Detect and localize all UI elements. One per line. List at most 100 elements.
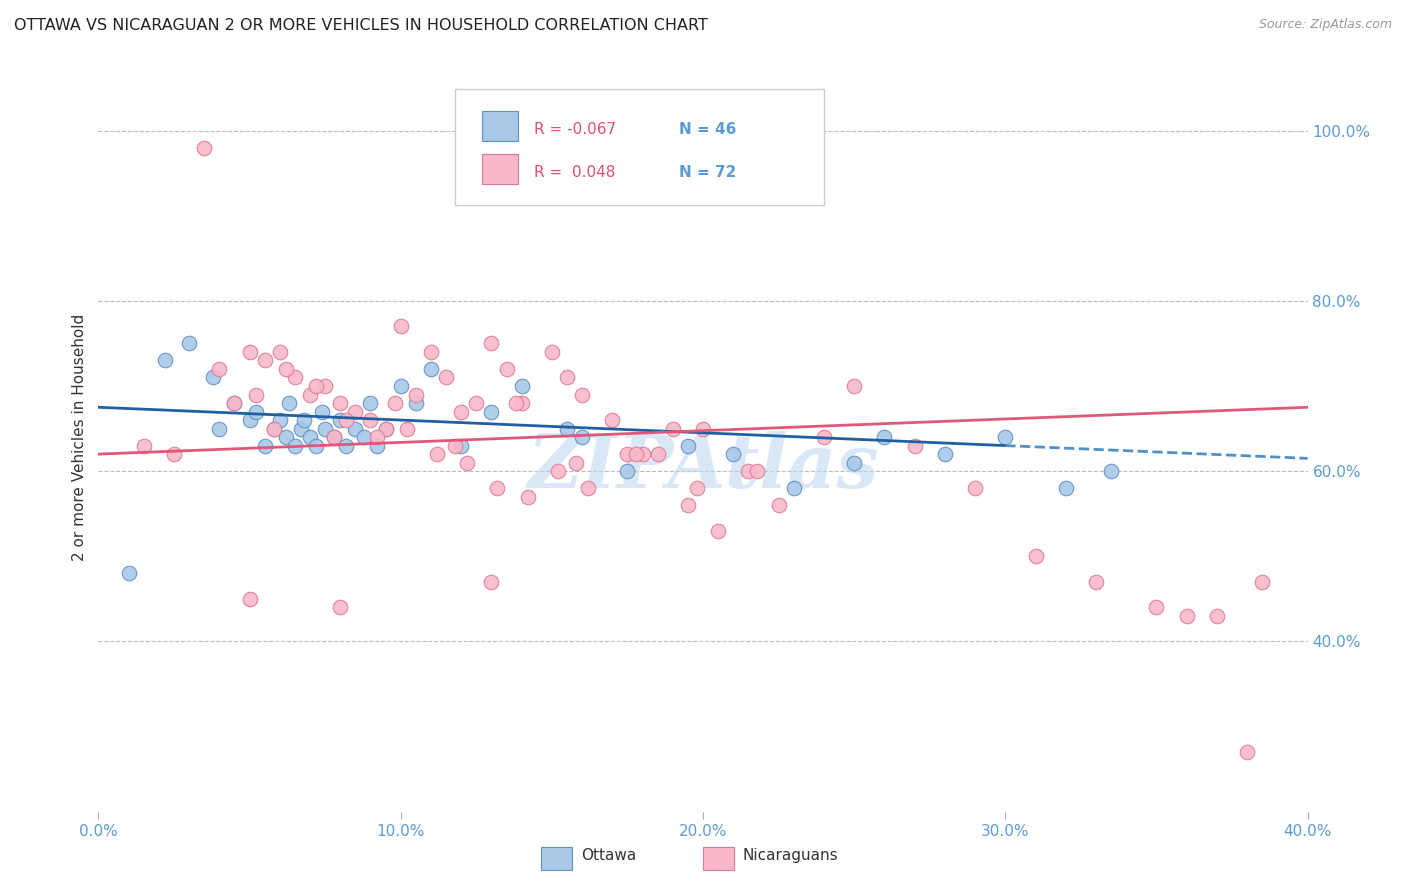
Point [360,396,382,410]
Point [495,362,517,376]
Point [686,481,709,495]
Point [253,353,276,368]
Point [1146,600,1168,615]
Point [405,396,427,410]
Point [329,413,352,427]
Point [1024,549,1046,564]
Point [314,379,336,393]
Text: N = 72: N = 72 [679,165,737,180]
Point [344,404,367,418]
Text: Source: ZipAtlas.com: Source: ZipAtlas.com [1258,18,1392,31]
Point [444,439,467,453]
Point [344,421,367,435]
Point [395,421,418,435]
Point [179,336,201,351]
Point [290,421,312,435]
Point [239,345,262,359]
Point [366,439,388,453]
Point [374,421,396,435]
Point [571,430,593,444]
Point [335,413,357,427]
Point [661,421,683,435]
Point [813,430,835,444]
Point [723,447,745,461]
Point [555,370,578,384]
Point [305,379,328,393]
Point [616,447,638,461]
Point [224,396,246,410]
Point [323,430,346,444]
Point [1236,745,1258,759]
Point [505,396,527,410]
Point [389,319,412,334]
Point [1099,464,1122,478]
Text: R =  0.048: R = 0.048 [534,165,614,180]
Point [873,430,896,444]
Point [1206,608,1229,623]
Point [269,345,291,359]
Point [245,387,267,401]
Point [224,396,246,410]
Point [547,464,569,478]
Point [420,362,443,376]
Point [253,439,276,453]
Point [994,430,1017,444]
Point [844,379,866,393]
Point [305,439,328,453]
Point [1251,574,1274,589]
Point [768,498,790,512]
Point [426,447,449,461]
Point [465,396,488,410]
Point [481,336,503,351]
Point [676,439,699,453]
Point [571,387,593,401]
Point [292,413,315,427]
Point [314,421,336,435]
Point [481,574,503,589]
Point [329,600,352,615]
Point [311,404,333,418]
Point [516,490,538,504]
FancyBboxPatch shape [482,153,517,184]
FancyBboxPatch shape [482,112,517,141]
Point [576,481,599,495]
Point [163,447,186,461]
Point [153,353,176,368]
Point [274,430,297,444]
Point [1085,574,1108,589]
Point [904,439,927,453]
Point [450,404,472,418]
Point [374,421,396,435]
Point [934,447,956,461]
Point [707,524,730,538]
Point [434,370,457,384]
Point [676,498,699,512]
Text: OTTAWA VS NICARAGUAN 2 OR MORE VEHICLES IN HOUSEHOLD CORRELATION CHART: OTTAWA VS NICARAGUAN 2 OR MORE VEHICLES … [14,18,709,33]
Point [284,439,307,453]
Point [353,430,375,444]
Point [540,345,562,359]
Text: N = 46: N = 46 [679,122,737,137]
Point [737,464,759,478]
Point [329,396,352,410]
Point [299,430,322,444]
Point [510,396,533,410]
Point [335,439,357,453]
Point [647,447,669,461]
Point [565,456,588,470]
Point [284,370,307,384]
Point [747,464,769,478]
Point [844,456,866,470]
Point [783,481,806,495]
Point [239,591,262,606]
Point [245,404,267,418]
Text: R = -0.067: R = -0.067 [534,122,616,137]
Point [263,421,285,435]
Point [208,421,231,435]
Point [366,430,388,444]
Point [208,362,231,376]
Point [450,439,472,453]
FancyBboxPatch shape [456,88,824,205]
Text: Nicaraguans: Nicaraguans [742,848,838,863]
Point [277,396,299,410]
